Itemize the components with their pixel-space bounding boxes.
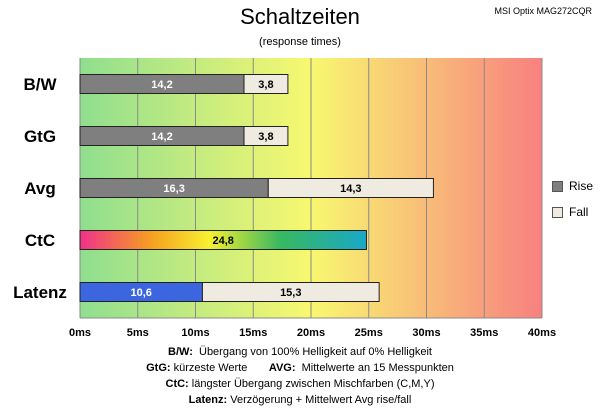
data-label-fall: 15,3	[280, 287, 301, 299]
plot-area: 14,2 3,8 14,2 3,8 16,3 14,3 24,8 10,6 15,3 B/W Gt…	[13, 58, 556, 339]
x-tick-label: 30ms	[412, 327, 440, 339]
category-labels: B/W GtG Avg CtC Latenz	[13, 75, 67, 302]
category-label: Avg	[24, 179, 56, 198]
category-label: CtC	[25, 231, 55, 250]
bar-fall	[201, 282, 380, 302]
note-latency-key: Latenz:	[188, 394, 228, 406]
note-avg-key: AVG:	[268, 362, 296, 374]
data-label-fall: 14,3	[340, 183, 361, 195]
note-bw-key: B/W:	[168, 346, 193, 358]
data-label-rise: 10,6	[131, 287, 152, 299]
legend-item-rise: Rise	[552, 178, 593, 194]
legend-swatch-fall	[552, 206, 563, 218]
x-tick-label: 25ms	[355, 327, 383, 339]
bar-fall	[267, 178, 434, 198]
note-ctc-text: längster Übergang zwischen Mischfarben (…	[191, 378, 435, 390]
legend-swatch-rise	[552, 180, 563, 192]
chart-title: Schaltzeiten	[240, 4, 360, 29]
bar-fall	[243, 74, 289, 94]
x-tick-label: 40ms	[528, 327, 556, 339]
footnotes: B/W: Übergang von 100% Helligkeit auf 0%…	[0, 344, 600, 408]
note-ctc-key: CtC:	[165, 378, 189, 390]
data-label-rise: 14,2	[151, 79, 172, 91]
data-label-rise: 16,3	[163, 183, 184, 195]
x-tick-label: 20ms	[297, 327, 325, 339]
legend-label-fall: Fall	[569, 205, 589, 219]
note-latency: Latenz: Verzögerung + Mittelwert Avg ris…	[0, 392, 600, 408]
data-label-rise: 24,8	[213, 235, 234, 247]
category-label: B/W	[23, 75, 57, 94]
category-label: GtG	[24, 127, 56, 146]
category-label: Latenz	[13, 283, 67, 302]
monitor-model-label: MSI Optix MAG272CQR	[494, 6, 592, 16]
x-tick-label: 0ms	[69, 327, 91, 339]
data-label-fall: 3,8	[258, 79, 273, 91]
x-tick-label: 15ms	[239, 327, 267, 339]
note-gtg-text: kürzeste Werte	[173, 362, 248, 374]
note-gtg-key: GtG:	[146, 362, 171, 374]
bar-fall	[243, 126, 289, 146]
x-tick-label: 10ms	[181, 327, 209, 339]
x-tick-label: 5ms	[127, 327, 149, 339]
x-tick-label: 35ms	[470, 327, 498, 339]
legend-item-fall: Fall	[552, 204, 593, 220]
note-gtg-avg: GtG: kürzeste Werte AVG: Mittelwerte an …	[0, 360, 600, 376]
bar-rise	[79, 230, 367, 250]
legend-label-rise: Rise	[569, 179, 594, 193]
bars: 14,2 3,8 14,2 3,8 16,3 14,3 24,8 10,6 15,3	[79, 74, 434, 302]
legend: Rise Fall	[552, 178, 593, 230]
note-ctc: CtC: längster Übergang zwischen Mischfar…	[0, 376, 600, 392]
data-label-rise: 14,2	[151, 131, 172, 143]
note-avg-text: Mittelwerte an 15 Messpunkten	[301, 362, 454, 374]
x-tick-labels: 0ms 5ms 10ms 15ms 20ms 25ms 30ms 35ms 40ms	[69, 327, 556, 339]
note-latency-text: Verzögerung + Mittelwert Avg rise/fall	[230, 394, 412, 406]
data-label-fall: 3,8	[258, 131, 273, 143]
chart-subtitle: (response times)	[259, 36, 341, 48]
note-bw-text: Übergang von 100% Helligkeit auf 0% Hell…	[199, 346, 432, 358]
note-bw: B/W: Übergang von 100% Helligkeit auf 0%…	[0, 344, 600, 360]
